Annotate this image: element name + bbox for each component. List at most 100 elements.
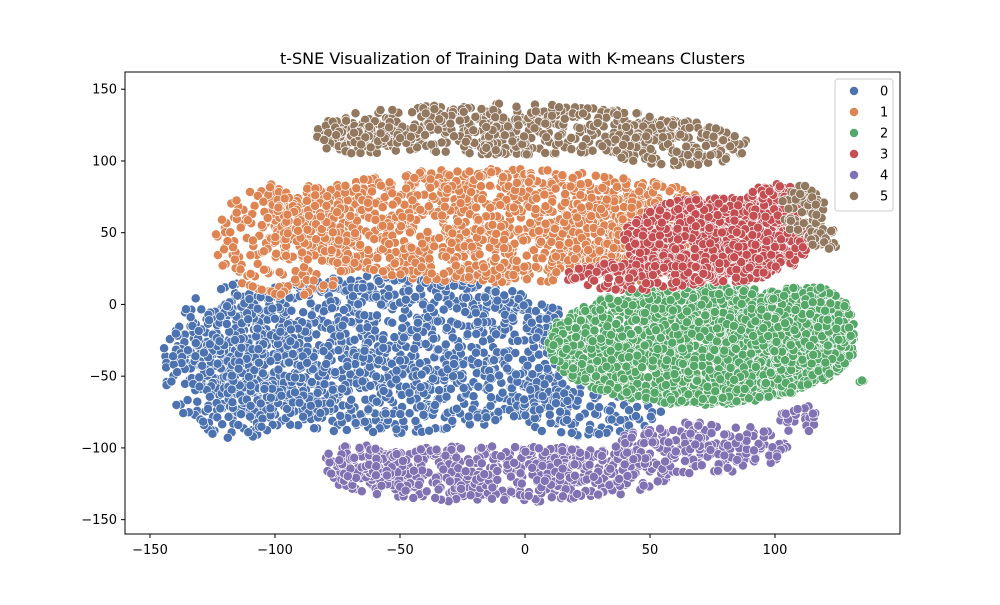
data-point <box>412 317 423 328</box>
data-point <box>448 359 459 369</box>
data-point <box>511 369 522 380</box>
data-point <box>409 343 420 354</box>
data-point <box>310 200 320 211</box>
data-point <box>258 196 269 207</box>
data-point <box>594 245 605 256</box>
data-point <box>335 266 346 277</box>
data-point <box>170 328 181 339</box>
data-point <box>480 292 491 303</box>
data-point <box>476 181 486 192</box>
data-point <box>471 202 482 213</box>
data-point <box>204 315 215 326</box>
data-point <box>330 367 341 378</box>
data-point <box>387 199 398 210</box>
data-point <box>236 342 247 353</box>
data-point <box>215 311 226 322</box>
data-point <box>415 204 426 215</box>
data-point <box>452 319 463 330</box>
data-point <box>396 221 407 232</box>
data-point <box>400 294 411 305</box>
data-point <box>233 420 244 430</box>
data-point <box>486 167 497 178</box>
data-point <box>458 383 469 394</box>
data-point <box>438 268 449 279</box>
data-point <box>468 391 479 402</box>
data-point <box>464 166 475 177</box>
data-point <box>415 401 426 412</box>
data-point <box>537 391 548 402</box>
data-point <box>389 258 400 269</box>
data-point <box>378 342 389 353</box>
data-point <box>491 228 502 239</box>
data-point <box>349 334 360 345</box>
data-point <box>319 379 330 390</box>
data-point <box>417 238 428 249</box>
data-point <box>245 411 255 422</box>
data-point <box>204 391 215 402</box>
data-point <box>326 245 337 256</box>
data-point <box>372 253 383 264</box>
data-point <box>302 357 313 368</box>
data-point <box>434 233 445 243</box>
data-point <box>354 367 365 378</box>
data-point <box>259 384 270 394</box>
data-point <box>511 255 522 266</box>
data-point <box>547 302 558 313</box>
data-point <box>159 343 170 354</box>
data-point <box>214 336 225 347</box>
data-point <box>406 242 417 253</box>
data-point <box>550 183 561 194</box>
data-point <box>389 332 400 343</box>
data-point <box>571 243 582 254</box>
data-point <box>243 314 254 325</box>
data-point <box>455 198 466 209</box>
data-point <box>276 289 286 300</box>
data-point <box>499 234 509 245</box>
data-point <box>325 398 336 409</box>
data-point <box>490 287 501 297</box>
data-point <box>284 357 294 368</box>
data-point <box>433 292 444 303</box>
data-point <box>293 225 303 236</box>
data-point <box>349 257 360 268</box>
data-point <box>522 274 532 285</box>
data-point <box>285 324 296 335</box>
data-point <box>400 171 411 182</box>
data-point <box>519 394 530 405</box>
data-point <box>430 400 440 411</box>
data-point <box>348 291 358 302</box>
data-point <box>525 218 536 228</box>
data-point <box>441 251 451 262</box>
data-point <box>618 173 629 184</box>
data-point <box>463 272 474 283</box>
data-point <box>235 264 246 275</box>
data-point <box>490 415 501 426</box>
data-point <box>519 261 530 272</box>
data-point <box>223 411 234 422</box>
data-point <box>387 317 398 328</box>
data-point <box>285 336 296 347</box>
data-point <box>584 424 595 435</box>
data-point <box>422 227 433 237</box>
data-point <box>664 186 675 197</box>
data-point <box>453 342 464 353</box>
data-point <box>531 332 542 343</box>
data-point <box>509 411 519 422</box>
data-point <box>438 304 449 315</box>
data-point <box>645 411 656 422</box>
scatter-points <box>159 98 869 507</box>
data-point <box>490 253 501 263</box>
data-point <box>236 409 247 420</box>
data-point <box>585 401 596 412</box>
data-point <box>247 281 258 292</box>
data-point <box>368 427 379 437</box>
data-point <box>269 313 280 324</box>
data-point <box>355 239 366 250</box>
data-point <box>338 305 349 315</box>
data-point <box>333 235 344 246</box>
data-point <box>586 211 597 222</box>
data-point <box>335 330 346 341</box>
data-point <box>498 172 509 183</box>
data-point <box>217 214 227 225</box>
